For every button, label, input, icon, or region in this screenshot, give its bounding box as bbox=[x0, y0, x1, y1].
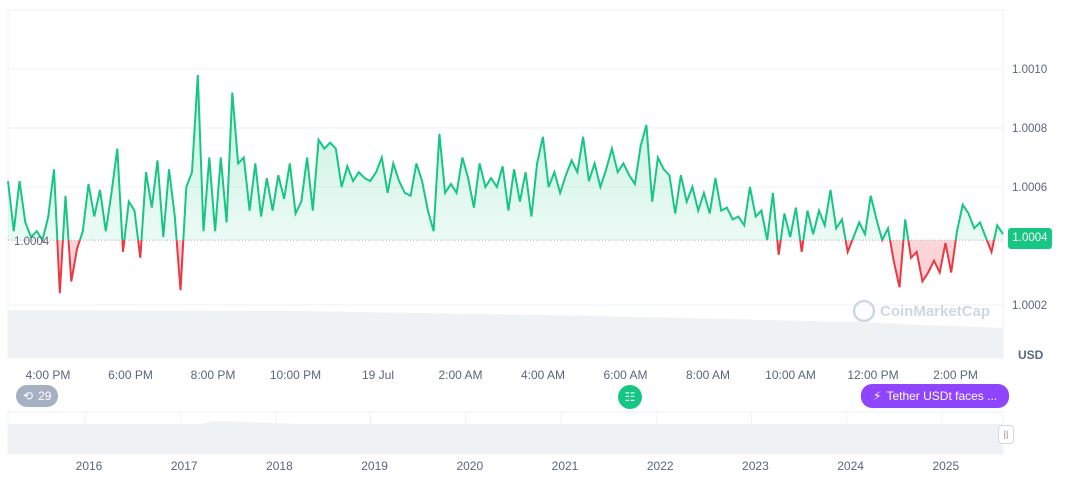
news-marker[interactable]: ☷ bbox=[618, 385, 642, 409]
volume-area bbox=[8, 310, 1003, 358]
x-tick-label: 8:00 PM bbox=[191, 368, 236, 382]
baseline-label: 1.0004 bbox=[14, 236, 50, 248]
y-tick-label: 1.0008 bbox=[1012, 123, 1047, 135]
area-above-baseline bbox=[8, 74, 1003, 241]
x-tick-label: 6:00 PM bbox=[108, 368, 153, 382]
navigator-handle[interactable]: || bbox=[998, 425, 1014, 444]
x-tick-label: 8:00 AM bbox=[686, 368, 730, 382]
price-line-up bbox=[7, 74, 1004, 241]
navigator-tick-label: 2022 bbox=[647, 459, 674, 473]
history-count: 29 bbox=[38, 389, 52, 403]
y-tick-label: 1.0002 bbox=[1012, 300, 1047, 312]
currency-label: USD bbox=[1018, 348, 1044, 362]
x-tick-label: 19 Jul bbox=[362, 368, 394, 382]
coinmarketcap-logo-icon bbox=[852, 299, 876, 323]
x-tick-label: 4:00 AM bbox=[521, 368, 565, 382]
current-price-badge: 1.0004 bbox=[1008, 228, 1052, 249]
history-icon: ⟲ bbox=[23, 389, 34, 403]
y-tick-label: 1.0006 bbox=[1012, 182, 1047, 194]
navigator-tick-label: 2017 bbox=[171, 459, 198, 473]
y-tick-label: 1.0010 bbox=[1012, 64, 1047, 76]
navigator-tick-label: 2016 bbox=[76, 459, 103, 473]
navigator-tick-label: 2023 bbox=[742, 459, 769, 473]
lightning-icon: ⚡︎ bbox=[873, 389, 882, 403]
navigator-tick-label: 2020 bbox=[456, 459, 483, 473]
navigator-tick-label: 2024 bbox=[837, 459, 864, 473]
navigator-tick-label: 2018 bbox=[266, 459, 293, 473]
x-tick-label: 2:00 PM bbox=[933, 368, 978, 382]
navigator-tick-label: 2019 bbox=[361, 459, 388, 473]
document-icon: ☷ bbox=[624, 390, 636, 404]
navigator-tick-label: 2021 bbox=[552, 459, 579, 473]
x-tick-label: 6:00 AM bbox=[603, 368, 647, 382]
navigator-area bbox=[8, 421, 1003, 454]
x-tick-label: 10:00 PM bbox=[270, 368, 321, 382]
x-tick-label: 10:00 AM bbox=[765, 368, 816, 382]
event-label: Tether USDt faces ... bbox=[886, 389, 998, 403]
history-marker[interactable]: ⟲ 29 bbox=[16, 385, 59, 407]
navigator-tick-label: 2025 bbox=[932, 459, 959, 473]
x-tick-label: 2:00 AM bbox=[438, 368, 482, 382]
event-marker[interactable]: ⚡︎ Tether USDt faces ... bbox=[861, 384, 1010, 408]
x-tick-label: 4:00 PM bbox=[26, 368, 71, 382]
watermark: CoinMarketCap bbox=[880, 303, 990, 320]
x-tick-label: 12:00 PM bbox=[847, 368, 898, 382]
